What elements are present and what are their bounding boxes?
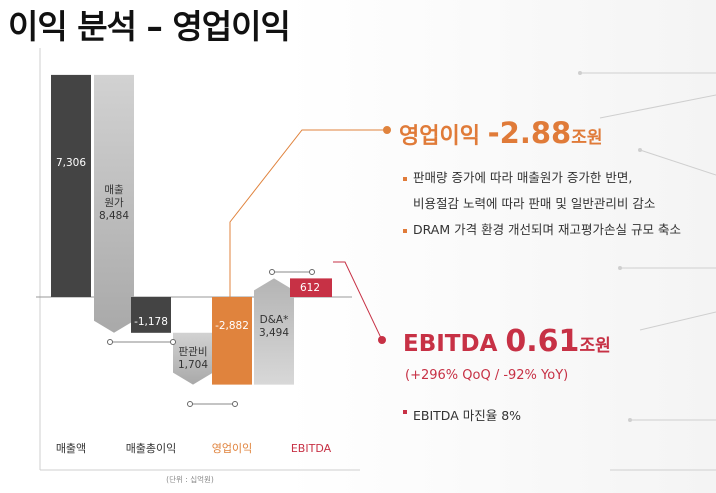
step-value-6: D&A* 3,494: [259, 314, 289, 339]
operating-profit-callout-dot: [383, 126, 391, 134]
waterfall-bar-4: [173, 332, 213, 385]
ebitda-callout-dot: [378, 336, 386, 344]
waterfall-bar-6: [254, 278, 294, 385]
operating-profit-label: 영업이익: [399, 124, 480, 149]
ebitda-label: EBITDA: [403, 331, 498, 357]
bullet-2: 비용절감 노력에 따라 판매 및 일반관리비 감소: [413, 196, 656, 211]
waterfall-bar-3: [131, 297, 171, 333]
bullet-1: 판매량 증가에 따라 매출원가 증가한 반면,: [403, 171, 632, 185]
category-label-3: 영업이익: [212, 442, 252, 455]
step-value-3: -1,178: [134, 316, 168, 328]
operating-profit-callout-line: [229, 129, 387, 297]
ebitda-unit: 조원: [579, 336, 611, 356]
waterfall-bar-5: [212, 297, 252, 385]
ebitda-highlight: EBITDA 0.61조원: [403, 324, 611, 359]
step-value-4: 판관비 1,704: [178, 346, 208, 371]
ebitda-callout-line: [333, 261, 383, 341]
connector-dot: [269, 269, 275, 275]
step-value-1: 7,306: [56, 157, 86, 169]
bar-rect-1: [51, 74, 91, 297]
connector-dot: [232, 401, 238, 407]
bar-rect-3: [131, 297, 171, 333]
operating-profit-highlight: 영업이익 -2.88조원: [399, 116, 603, 150]
bar-rect-7: [290, 278, 332, 297]
step-value-5: -2,882: [215, 320, 249, 332]
decorative-lines: [39, 48, 716, 471]
connector-dot: [107, 339, 113, 345]
connector-dot: [309, 269, 315, 275]
operating-profit-unit: 조원: [571, 128, 603, 148]
ebitda-value: 0.61: [505, 324, 580, 359]
step-value-2: 매출 원가 8,484: [99, 184, 129, 222]
page-title: 이익 분석 – 영업이익: [8, 7, 291, 46]
waterfall-bar-1: [51, 74, 91, 297]
decrease-arrow-2: [94, 74, 134, 333]
waterfall-bar-7: [290, 278, 332, 297]
ebitda-change: (+296% QoQ / -92% YoY): [405, 368, 569, 383]
waterfall-bar-2: [94, 74, 134, 333]
bar-rect-5: [212, 297, 252, 385]
category-label-4: EBITDA: [291, 442, 332, 455]
ebitda-margin-bullet: EBITDA 마진율 8%: [403, 405, 521, 424]
connector-dot: [187, 401, 193, 407]
step-value-7: 612: [300, 282, 320, 294]
category-label-2: 매출총이익: [126, 442, 177, 455]
operating-profit-value: -2.88: [487, 116, 572, 150]
bullet-3: DRAM 가격 환경 개선되며 재고평가손실 규모 축소: [403, 223, 681, 237]
decrease-arrow-4: [173, 332, 213, 385]
connector-dot: [170, 339, 176, 345]
increase-arrow-6: [254, 278, 294, 385]
category-label-1: 매출액: [56, 442, 86, 455]
decorative-dots: [578, 71, 642, 422]
unit-note: (단위 : 십억원): [166, 474, 214, 484]
